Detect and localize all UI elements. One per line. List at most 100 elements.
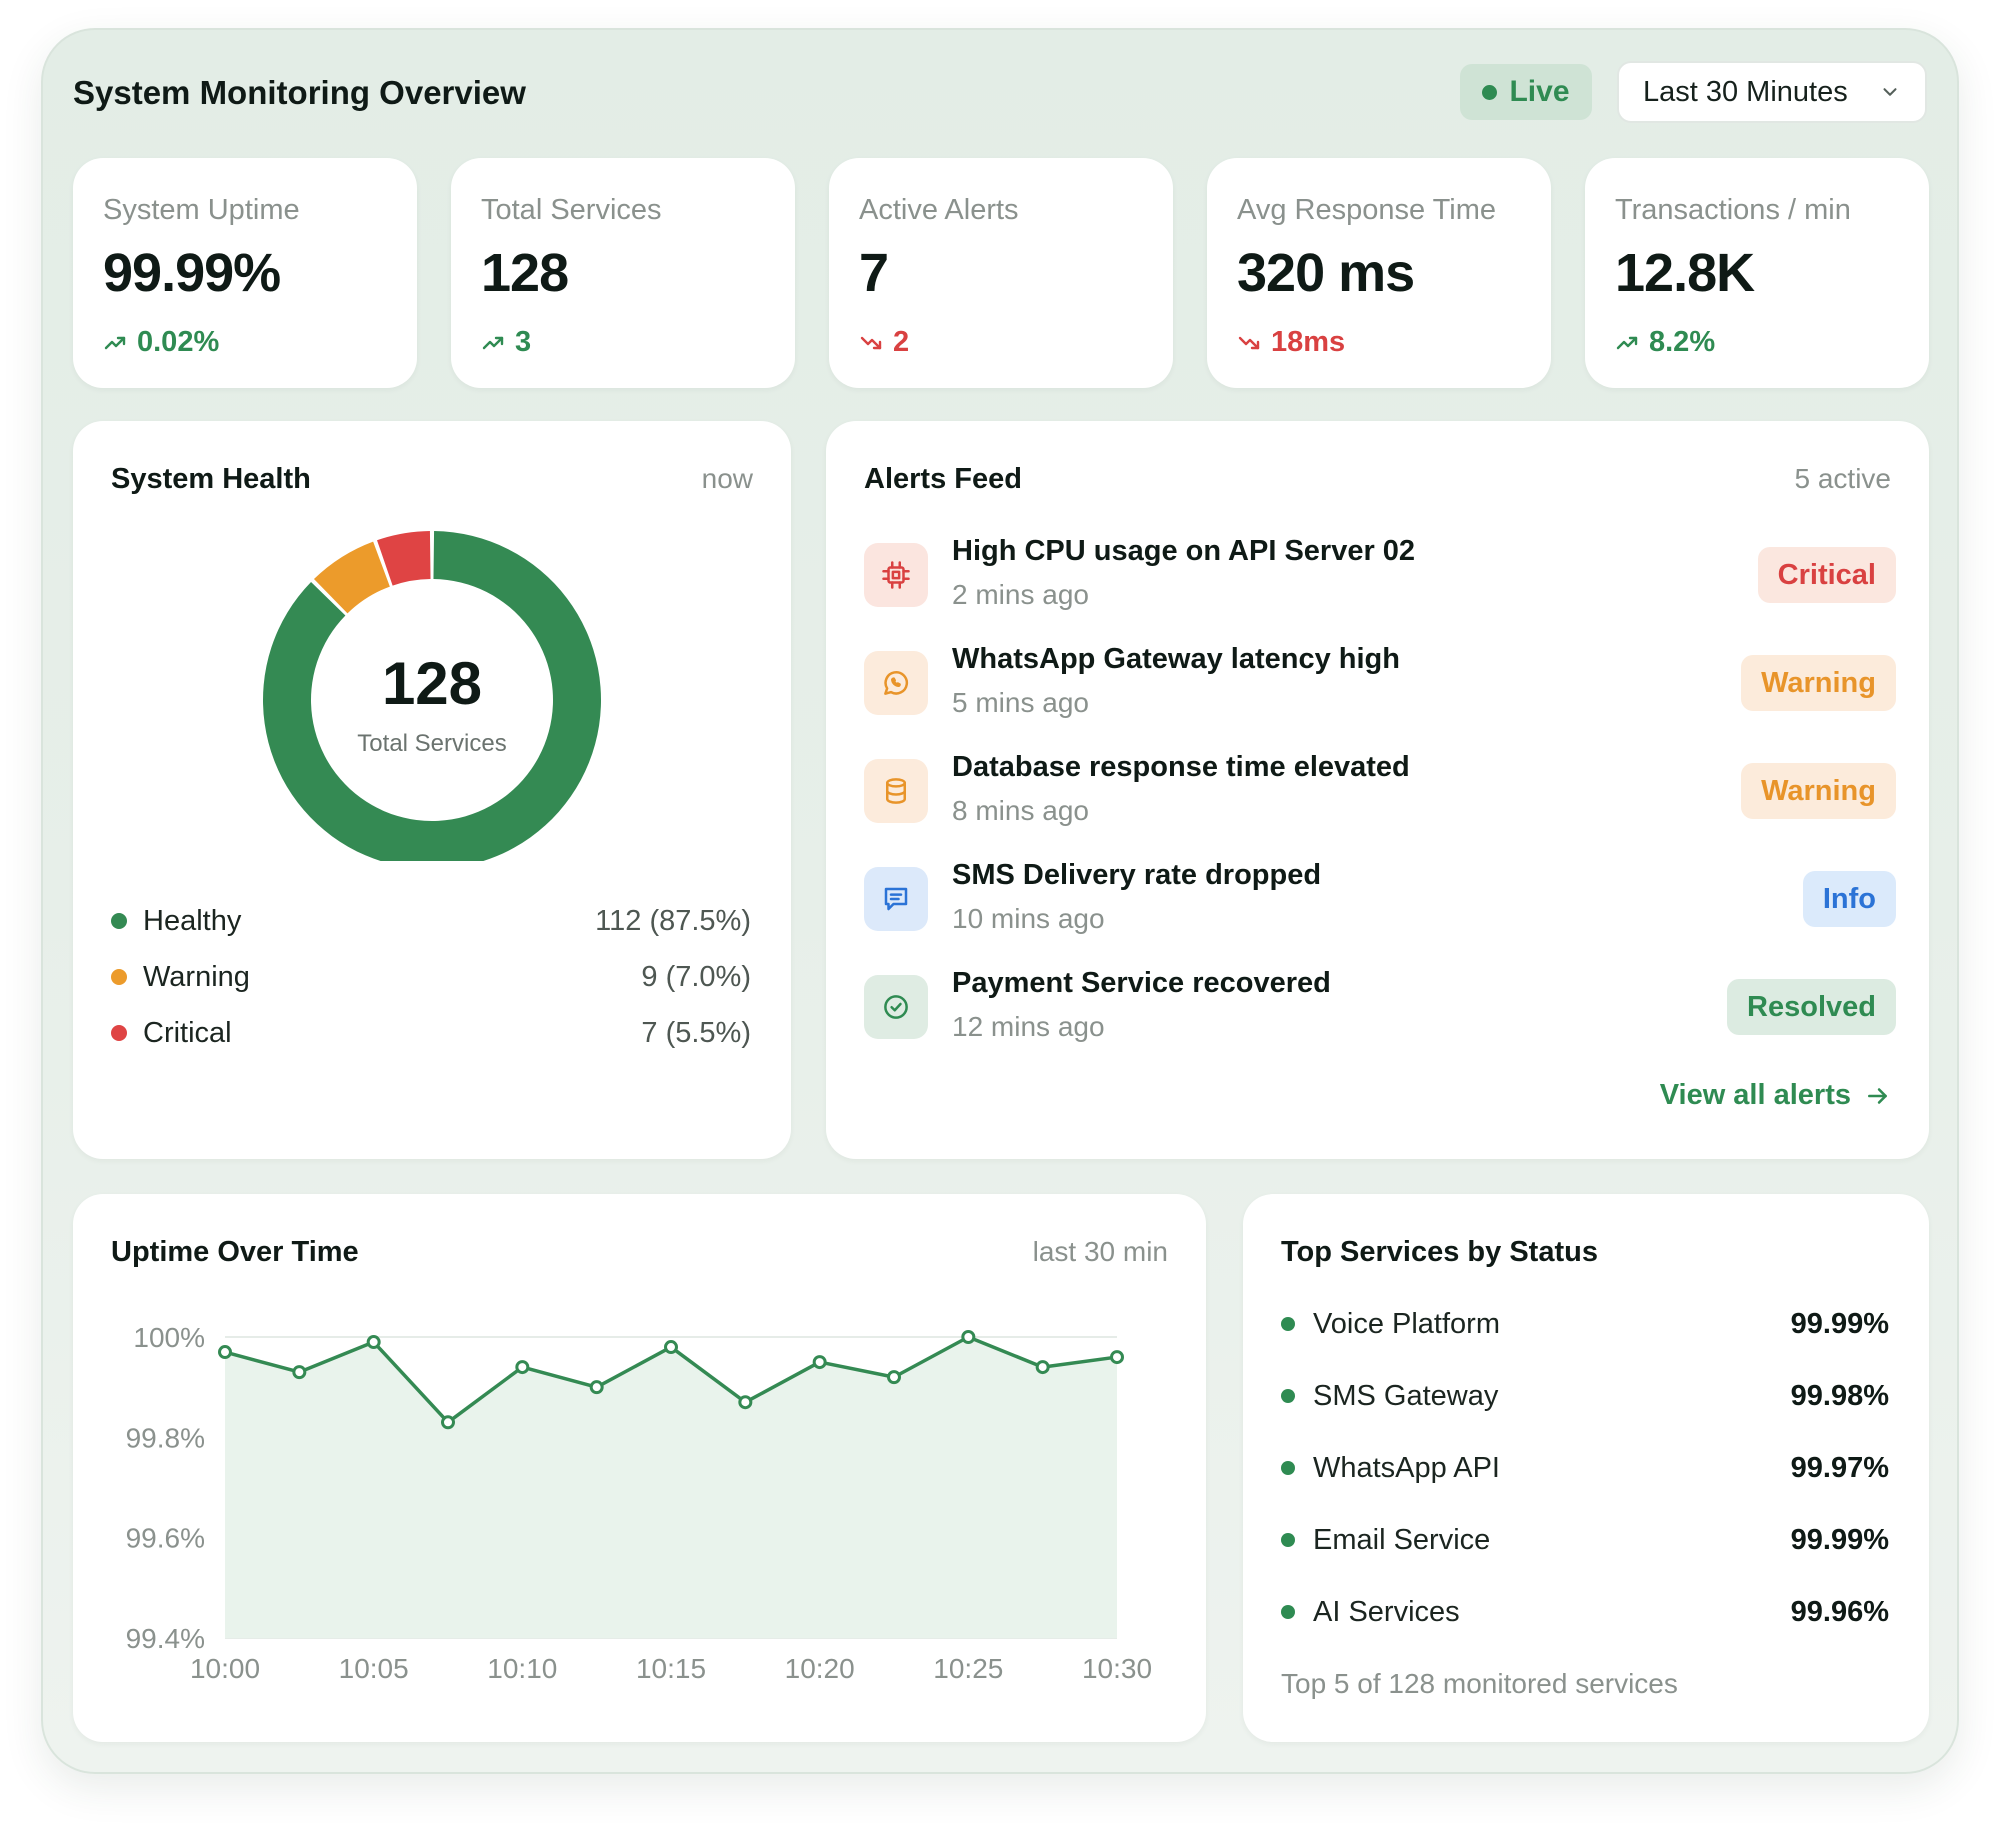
alert-item[interactable]: High CPU usage on API Server 02 2 mins a… <box>864 535 1896 625</box>
severity-badge-warning: Warning <box>1741 655 1896 711</box>
service-name: WhatsApp API <box>1313 1451 1500 1484</box>
legend-critical: Critical 7 (5.5%) <box>111 1013 751 1053</box>
system-health-card: System Health now 128 Total Services Hea… <box>73 421 791 1159</box>
data-point <box>589 1380 604 1395</box>
kpi-value: 320 ms <box>1237 243 1415 303</box>
alert-icon-box <box>864 651 928 715</box>
alert-title: Payment Service recovered <box>952 967 1331 999</box>
time-range-value: Last 30 Minutes <box>1643 75 1848 108</box>
alert-icon-box <box>864 867 928 931</box>
x-tick-label: 10:00 <box>190 1653 260 1684</box>
chevron-down-icon <box>1883 88 1897 96</box>
x-tick-label: 10:10 <box>487 1653 557 1684</box>
data-point <box>441 1415 455 1430</box>
alert-title: Database response time elevated <box>952 751 1410 783</box>
donut-segment-warning <box>313 541 390 614</box>
alert-item[interactable]: Database response time elevated 8 mins a… <box>864 751 1896 841</box>
severity-badge-resolved: Resolved <box>1727 979 1896 1035</box>
service-row: Voice Platform 99.99% <box>1281 1304 1889 1344</box>
service-row: WhatsApp API 99.97% <box>1281 1448 1889 1488</box>
view-all-alerts-link[interactable]: View all alerts <box>1660 1079 1891 1112</box>
alert-title: High CPU usage on API Server 02 <box>952 535 1416 567</box>
alert-time: 5 mins ago <box>952 687 1089 718</box>
service-row: SMS Gateway 99.98% <box>1281 1376 1889 1416</box>
kpi-change-value: 3 <box>515 326 532 358</box>
legend-dot-icon <box>111 1025 127 1041</box>
service-uptime: 99.98% <box>1790 1379 1889 1412</box>
kpi-change: 3 <box>481 326 531 359</box>
y-tick-label: 99.8% <box>126 1422 205 1453</box>
data-point <box>738 1395 753 1410</box>
alert-time: 2 mins ago <box>952 579 1089 610</box>
kpi-label: Transactions / min <box>1615 194 1851 226</box>
card-title: Alerts Feed <box>864 463 1022 495</box>
service-uptime: 99.96% <box>1790 1595 1889 1628</box>
alert-time: 8 mins ago <box>952 795 1089 826</box>
data-point <box>812 1355 827 1370</box>
x-tick-label: 10:20 <box>785 1653 855 1684</box>
alert-icon-box <box>864 759 928 823</box>
legend-label: Warning <box>143 960 250 993</box>
severity-badge-info: Info <box>1802 871 1896 927</box>
kpi-change: 0.02% <box>103 326 219 359</box>
alert-title: WhatsApp Gateway latency high <box>952 643 1400 675</box>
kpi-change: 18ms <box>1237 326 1345 359</box>
kpi-change-value: 8.2% <box>1649 326 1716 358</box>
status-dot-icon <box>1281 1389 1295 1403</box>
alert-item[interactable]: Payment Service recovered 12 mins ago Re… <box>864 967 1896 1057</box>
data-point <box>1035 1360 1050 1375</box>
kpi-change-value: 2 <box>893 326 910 358</box>
kpi-label: Avg Response Time <box>1237 194 1496 226</box>
card-meta: now <box>701 463 753 494</box>
x-tick-label: 10:25 <box>933 1653 1003 1684</box>
data-point <box>1110 1350 1124 1365</box>
alert-time: 12 mins ago <box>952 1011 1105 1042</box>
y-tick-label: 99.6% <box>126 1523 205 1554</box>
kpi-label: System Uptime <box>103 194 300 226</box>
donut-center-value: 128 <box>382 650 482 717</box>
service-row: Email Service 99.99% <box>1281 1520 1889 1560</box>
y-tick-label: 99.4% <box>126 1623 205 1654</box>
kpi-value: 12.8K <box>1615 243 1755 303</box>
page-title: System Monitoring Overview <box>73 74 526 111</box>
card-meta: 5 active <box>1794 463 1892 494</box>
time-range-select[interactable]: Last 30 Minutes <box>1617 61 1927 123</box>
kpi-change-value: 18ms <box>1271 326 1346 358</box>
donut-center-label: Total Services <box>357 730 506 757</box>
alert-title: SMS Delivery rate dropped <box>952 859 1322 891</box>
alert-icon-box <box>864 975 928 1039</box>
data-point <box>961 1330 976 1344</box>
legend-label: Critical <box>143 1016 232 1049</box>
health-donut-chart: 128 Total Services <box>263 531 601 861</box>
kpi-label: Active Alerts <box>859 194 1019 226</box>
legend-warning: Warning 9 (7.0%) <box>111 957 751 997</box>
kpi-value: 7 <box>859 243 889 303</box>
service-name: AI Services <box>1313 1595 1460 1628</box>
legend-value: 7 (5.5%) <box>641 1016 751 1049</box>
alert-item[interactable]: SMS Delivery rate dropped 10 mins ago In… <box>864 859 1896 949</box>
card-title: Top Services by Status <box>1281 1236 1598 1268</box>
uptime-chart-card: Uptime Over Time last 30 min 100% 99.8% 99… <box>73 1194 1206 1742</box>
x-tick-label: 10:30 <box>1082 1653 1152 1684</box>
severity-badge-critical: Critical <box>1757 547 1896 603</box>
card-title: System Health <box>111 463 311 495</box>
donut-segment-critical <box>377 531 431 586</box>
whatsapp-icon <box>884 671 909 695</box>
legend-value: 9 (7.0%) <box>641 960 751 993</box>
trend-down-icon <box>860 336 882 349</box>
trend-up-icon <box>1616 336 1638 349</box>
y-tick-label: 100% <box>133 1322 205 1353</box>
legend-label: Healthy <box>143 904 242 937</box>
legend-healthy: Healthy 112 (87.5%) <box>111 901 751 941</box>
kpi-card-services: Total Services 128 3 <box>451 158 795 388</box>
service-uptime: 99.99% <box>1790 1307 1889 1340</box>
uptime-line-chart: 100% 99.8% 99.6% 99.4%10:00 10:05 10:10 10:15 1… <box>126 1322 1152 1684</box>
cpu-icon <box>882 561 910 589</box>
database-icon <box>886 778 906 804</box>
uptime-area <box>225 1337 1117 1638</box>
alert-item[interactable]: WhatsApp Gateway latency high 5 mins ago… <box>864 643 1896 733</box>
message-icon <box>884 887 908 911</box>
data-point <box>218 1345 232 1360</box>
card-title: Uptime Over Time <box>111 1236 359 1268</box>
card-meta: last 30 min <box>1032 1236 1168 1267</box>
